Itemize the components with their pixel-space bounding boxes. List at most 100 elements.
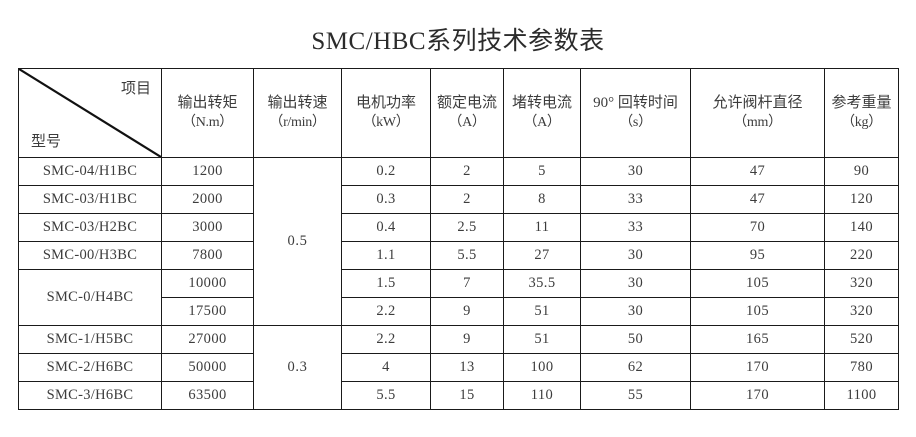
cell-allowed-stem-diameter: 105 [690, 269, 825, 298]
cell-model: SMC-00/H3BC [18, 241, 162, 270]
cell-rated-current: 9 [430, 325, 504, 354]
cell-rotation-time: 30 [580, 157, 691, 186]
cell-rated-current: 2 [430, 185, 504, 214]
cell-reference-weight: 1100 [824, 381, 899, 410]
spec-table: 项目 型号 输出转矩 （N.m） 输出转速 （r/min） 电机功率 （kW） [18, 68, 899, 410]
cell-reference-weight: 140 [824, 213, 899, 242]
cell-allowed-stem-diameter: 47 [690, 185, 825, 214]
table-header: 项目 型号 输出转矩 （N.m） 输出转速 （r/min） 电机功率 （kW） [18, 68, 899, 158]
cell-reference-weight: 780 [824, 353, 899, 382]
cell-rotation-time: 55 [580, 381, 691, 410]
cell-output-torque: 27000 [161, 325, 254, 354]
cell-output-torque: 7800 [161, 241, 254, 270]
table-row: SMC-03/H2BC 3000 0.4 2.5 11 33 70 140 [18, 213, 899, 242]
corner-model-label: 型号 [31, 134, 62, 150]
header-locked-rotor-current-name: 堵转电流 [511, 95, 572, 112]
cell-allowed-stem-diameter: 47 [690, 157, 825, 186]
cell-rotation-time: 30 [580, 297, 691, 326]
header-rotation-time: 90° 回转时间 （s） [580, 68, 691, 158]
header-rated-current-name: 额定电流 [436, 95, 497, 112]
table-row: SMC-0/H4BC 10000 1.5 7 35.5 30 105 320 [18, 269, 899, 326]
header-locked-rotor-current-unit: （A） [523, 114, 561, 130]
table-row: SMC-03/H1BC 2000 0.3 2 8 33 47 120 [18, 185, 899, 214]
cell-output-speed: 0.3 [253, 325, 342, 410]
cell-output-torque: 17500 [161, 297, 254, 326]
cell-locked-rotor-current: 110 [503, 381, 581, 410]
cell-rotation-time: 33 [580, 213, 691, 242]
cell-locked-rotor-current: 51 [503, 325, 581, 354]
cell-locked-rotor-current: 5 [503, 157, 581, 186]
header-motor-power-name: 电机功率 [355, 95, 416, 112]
table-row: SMC-00/H3BC 7800 1.1 5.5 27 30 95 220 [18, 241, 899, 270]
cell-locked-rotor-current: 11 [503, 213, 581, 242]
cell-rated-current: 13 [430, 353, 504, 382]
cell-rated-current: 2.5 [430, 213, 504, 242]
cell-allowed-stem-diameter: 95 [690, 241, 825, 270]
cell-reference-weight: 320 [824, 269, 899, 298]
cell-output-torque: 2000 [161, 185, 254, 214]
cell-reference-weight: 120 [824, 185, 899, 214]
cell-locked-rotor-current: 8 [503, 185, 581, 214]
spec-table-container: 项目 型号 输出转矩 （N.m） 输出转速 （r/min） 电机功率 （kW） [18, 68, 899, 410]
cell-output-torque: 3000 [161, 213, 254, 242]
cell-output-torque: 63500 [161, 381, 254, 410]
cell-reference-weight: 320 [824, 297, 899, 326]
cell-motor-power: 2.2 [341, 325, 431, 354]
cell-model: SMC-2/H6BC [18, 353, 162, 382]
cell-locked-rotor-current: 27 [503, 241, 581, 270]
header-output-torque-name: 输出转矩 [177, 95, 238, 112]
header-reference-weight-unit: （kg） [841, 114, 882, 130]
header-output-torque-unit: （N.m） [182, 114, 233, 130]
cell-motor-power: 0.3 [341, 185, 431, 214]
cell-output-torque: 10000 [161, 269, 254, 298]
cell-motor-power: 2.2 [341, 297, 431, 326]
table-row: 17500 2.2 9 51 30 105 320 [19, 297, 899, 326]
cell-rotation-time: 50 [580, 325, 691, 354]
cell-rotation-time: 30 [580, 241, 691, 270]
cell-reference-weight: 520 [824, 325, 899, 354]
cell-allowed-stem-diameter: 165 [690, 325, 825, 354]
header-rated-current: 额定电流 （A） [430, 68, 504, 158]
header-allowed-stem-diameter-name: 允许阀杆直径 [712, 95, 803, 112]
page-title: SMC/HBC系列技术参数表 [311, 28, 605, 55]
cell-locked-rotor-current: 51 [503, 297, 581, 326]
table-row: SMC-3/H6BC 63500 5.5 15 110 55 170 1100 [18, 381, 899, 410]
header-rated-current-unit: （A） [448, 114, 486, 130]
cell-model: SMC-1/H5BC [18, 325, 162, 354]
cell-rated-current: 5.5 [430, 241, 504, 270]
header-output-speed: 输出转速 （r/min） [253, 68, 342, 158]
cell-output-speed: 0.5 [253, 157, 342, 326]
cell-output-torque: 1200 [161, 157, 254, 186]
cell-motor-power: 5.5 [341, 381, 431, 410]
cell-locked-rotor-current: 35.5 [503, 269, 581, 298]
cell-motor-power: 1.1 [341, 241, 431, 270]
header-allowed-stem-diameter-unit: （mm） [733, 114, 782, 130]
cell-allowed-stem-diameter: 170 [690, 381, 825, 410]
cell-rotation-time: 33 [580, 185, 691, 214]
cell-allowed-stem-diameter: 70 [690, 213, 825, 242]
cell-reference-weight: 90 [824, 157, 899, 186]
cell-allowed-stem-diameter: 170 [690, 353, 825, 382]
table-row: SMC-04/H1BC 1200 0.5 0.2 2 5 30 47 90 [18, 157, 899, 326]
cell-model: SMC-03/H2BC [18, 213, 162, 242]
table-row: SMC-1/H5BC 27000 0.3 2.2 9 51 50 165 520 [18, 325, 899, 410]
header-rotation-time-unit: （s） [619, 114, 652, 130]
cell-locked-rotor-current: 100 [503, 353, 581, 382]
header-motor-power-unit: （kW） [362, 114, 410, 130]
header-motor-power: 电机功率 （kW） [341, 68, 431, 158]
cell-output-torque: 50000 [161, 353, 254, 382]
cell-model: SMC-03/H1BC [18, 185, 162, 214]
table-body: SMC-04/H1BC 1200 0.5 0.2 2 5 30 47 90 SMC-03/H1BC… [18, 157, 899, 410]
cell-allowed-stem-diameter: 105 [690, 297, 825, 326]
cell-motor-power: 0.4 [341, 213, 431, 242]
cell-motor-power: 4 [341, 353, 431, 382]
cell-model: SMC-3/H6BC [18, 381, 162, 410]
corner-item-label: 项目 [120, 81, 151, 97]
cell-rotation-time: 62 [580, 353, 691, 382]
cell-reference-weight: 220 [824, 241, 899, 270]
cell-rated-current: 15 [430, 381, 504, 410]
table-row: SMC-2/H6BC 50000 4 13 100 62 170 780 [18, 353, 899, 382]
header-allowed-stem-diameter: 允许阀杆直径 （mm） [690, 68, 825, 158]
header-reference-weight-name: 参考重量 [831, 95, 892, 112]
